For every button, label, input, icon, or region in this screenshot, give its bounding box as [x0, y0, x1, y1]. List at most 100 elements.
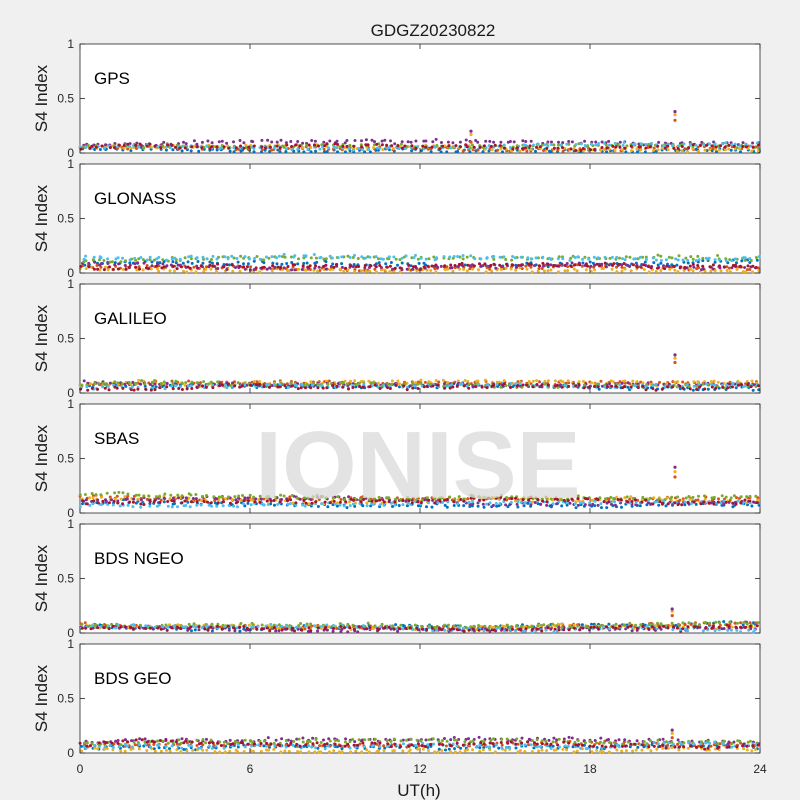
data-point [103, 146, 107, 150]
data-point [561, 380, 565, 384]
data-point [246, 265, 249, 269]
data-point [688, 264, 692, 268]
data-point [305, 383, 309, 386]
data-point [666, 148, 670, 152]
data-point [478, 145, 482, 149]
data-point [279, 750, 283, 754]
data-point [185, 749, 189, 753]
data-point [168, 749, 172, 753]
data-point [509, 382, 513, 385]
data-point [614, 384, 618, 388]
data-point [433, 145, 437, 149]
data-point [278, 385, 281, 389]
data-point [667, 265, 671, 268]
data-point [500, 624, 504, 628]
data-point [79, 265, 83, 268]
data-point [201, 261, 205, 265]
data-point [746, 264, 750, 268]
data-point [234, 266, 237, 269]
data-point [278, 146, 282, 150]
data-point [687, 621, 691, 625]
data-point [651, 502, 655, 506]
data-point [234, 146, 238, 150]
data-point [499, 140, 503, 144]
data-point [352, 627, 356, 631]
data-point [541, 261, 545, 265]
data-point [666, 144, 670, 148]
data-point [540, 267, 544, 271]
data-point [751, 145, 755, 149]
data-point [371, 627, 375, 631]
data-point [708, 621, 712, 625]
data-point [189, 493, 193, 497]
data-point [414, 146, 418, 150]
data-point [106, 262, 110, 265]
data-point [729, 148, 733, 152]
data-point [107, 627, 111, 631]
data-point [522, 504, 526, 508]
data-point [373, 140, 376, 144]
data-point [453, 747, 456, 751]
data-point [345, 382, 349, 386]
data-point [91, 258, 95, 262]
data-point [148, 142, 152, 146]
data-point [414, 253, 417, 257]
data-point [170, 505, 174, 509]
data-point [104, 499, 108, 503]
data-point [171, 496, 175, 500]
data-point [754, 266, 758, 269]
data-point [293, 263, 297, 267]
data-point [517, 263, 521, 267]
data-point [755, 258, 759, 262]
data-point [434, 625, 438, 629]
data-point [683, 503, 687, 507]
data-point [232, 504, 236, 508]
data-point [343, 150, 347, 154]
data-point [210, 258, 213, 261]
data-point [134, 493, 138, 497]
data-point [536, 269, 540, 273]
data-point [166, 504, 170, 508]
data-point [340, 627, 344, 631]
data-point [425, 384, 429, 388]
data-point [621, 148, 625, 152]
data-point [215, 257, 219, 261]
data-point [596, 385, 600, 389]
data-point [482, 629, 486, 633]
data-point [279, 266, 283, 270]
data-point [476, 379, 480, 383]
data-point [230, 498, 234, 501]
data-point [268, 145, 272, 149]
data-point [106, 257, 110, 261]
data-point [241, 494, 244, 497]
data-point [366, 143, 370, 147]
y-tick-label: 1 [67, 397, 74, 411]
data-point [245, 383, 249, 387]
data-point [649, 266, 653, 270]
data-point [654, 624, 658, 628]
data-point [320, 143, 324, 147]
data-point [659, 622, 663, 626]
data-point [526, 501, 530, 505]
data-point [636, 257, 640, 261]
data-point [656, 148, 660, 152]
data-point [625, 144, 629, 148]
data-point [131, 380, 135, 384]
data-point [600, 140, 604, 144]
data-point [615, 255, 619, 259]
data-point [232, 140, 235, 144]
data-point [260, 145, 264, 149]
data-point [242, 146, 246, 150]
data-point [93, 382, 97, 385]
data-point [551, 622, 555, 626]
data-point [681, 258, 685, 262]
data-point [665, 382, 669, 386]
data-point [421, 627, 424, 631]
data-point [420, 624, 424, 628]
data-point [126, 142, 130, 146]
data-point [180, 388, 184, 391]
data-point [497, 746, 501, 750]
data-point [476, 504, 480, 508]
data-point [210, 141, 214, 145]
data-point [524, 140, 528, 143]
